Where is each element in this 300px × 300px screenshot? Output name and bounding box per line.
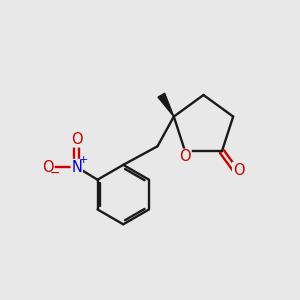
Text: N: N [71,160,82,175]
Text: +: + [79,155,88,166]
Text: −: − [50,167,60,180]
Text: O: O [233,163,244,178]
Polygon shape [158,93,174,117]
Text: O: O [71,132,82,147]
Text: O: O [179,149,191,164]
Text: O: O [42,160,54,175]
